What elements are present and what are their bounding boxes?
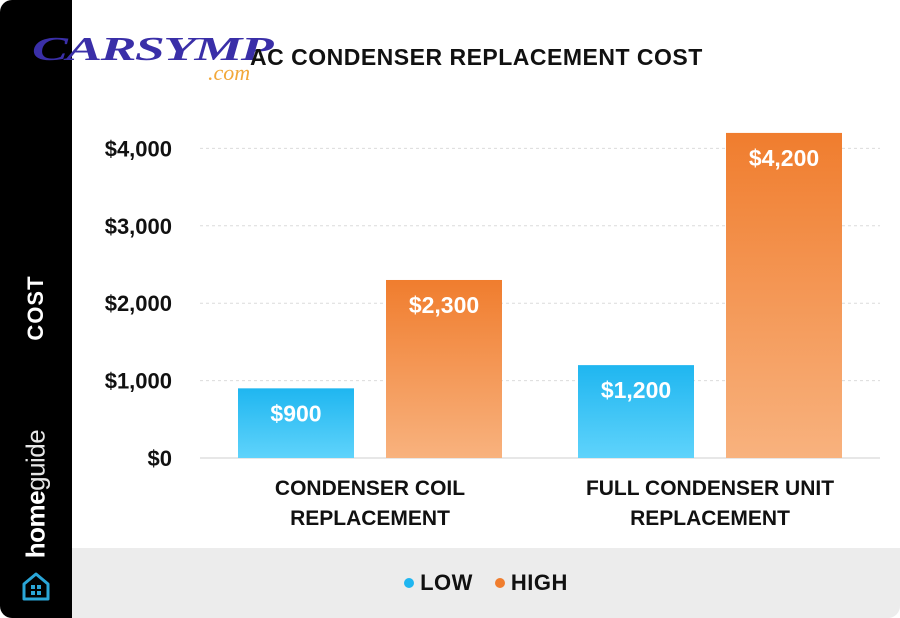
legend-label: LOW — [420, 570, 473, 595]
watermark-sub: .com — [208, 60, 250, 85]
chart-title: AC CONDENSER REPLACEMENT COST — [250, 44, 703, 70]
x-category-line: REPLACEMENT — [290, 507, 450, 530]
y-tick-label: $2,000 — [105, 291, 172, 316]
y-tick-label: $0 — [148, 446, 172, 471]
sidebar: COST homeguide — [0, 0, 72, 618]
y-tick-label: $1,000 — [105, 369, 172, 394]
x-category-line: CONDENSER COIL — [274, 477, 466, 500]
legend-label: HIGH — [510, 570, 568, 595]
x-category-line: REPLACEMENT — [630, 507, 790, 530]
watermark-main: CARSYMP — [32, 31, 274, 68]
bar-value-label: $2,300 — [409, 292, 479, 318]
y-tick-label: $3,000 — [105, 214, 172, 239]
x-category-line: FULL CONDENSER UNIT — [585, 477, 835, 500]
legend-dot-icon — [494, 578, 505, 588]
legend-item-low: LOW — [404, 570, 473, 596]
legend: LOW HIGH — [72, 548, 900, 618]
bar-value-label: $4,200 — [749, 145, 819, 171]
x-category-label: FULL CONDENSER UNIT REPLACEMENT — [550, 474, 870, 534]
x-category-label: CONDENSER COIL REPLACEMENT — [210, 474, 530, 534]
carsymp-watermark: CARSYMP .com — [32, 31, 275, 85]
legend-dot-icon — [404, 578, 415, 588]
bar-low — [578, 365, 694, 458]
bar-high — [386, 279, 502, 458]
legend-band: LOW HIGH — [72, 548, 900, 618]
bar-value-label: $1,200 — [601, 377, 671, 403]
bar-low — [238, 388, 354, 458]
bar-high — [726, 132, 842, 459]
home-icon — [22, 572, 50, 601]
legend-item-high: HIGH — [494, 570, 568, 596]
bar-value-label: $900 — [270, 400, 321, 426]
y-tick-label: $4,000 — [105, 136, 172, 161]
